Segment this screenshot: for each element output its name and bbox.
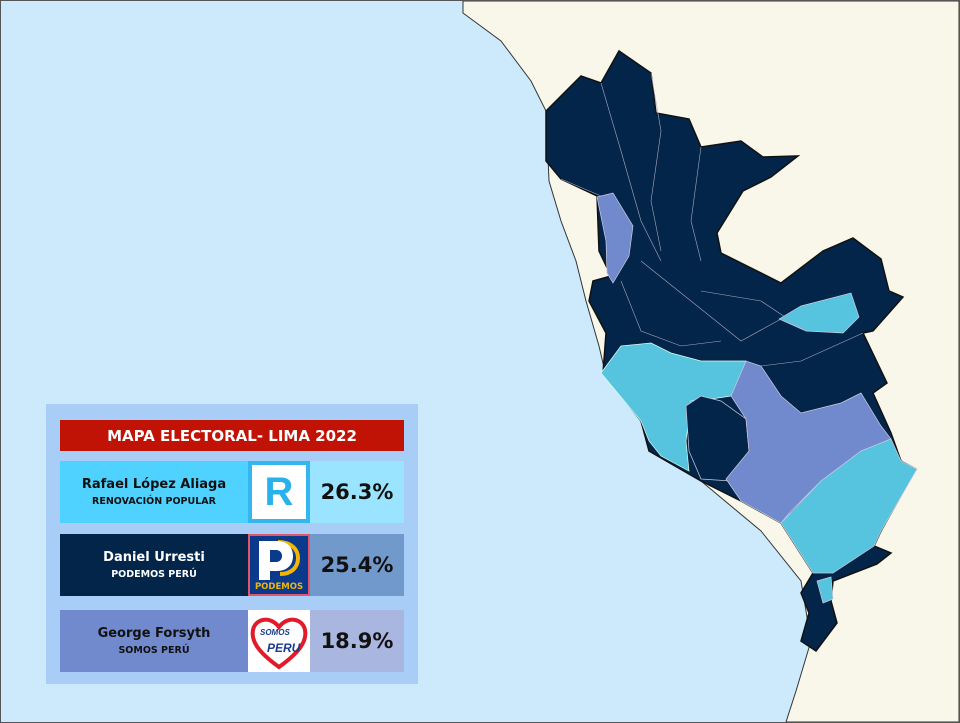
renovacion-popular-logo: R — [248, 461, 310, 523]
svg-text:SOMOS: SOMOS — [260, 628, 290, 637]
somos-peru-logo: SOMOS PERU — [248, 610, 310, 672]
vote-percent: 25.4% — [310, 534, 404, 596]
district-borders — [560, 72, 864, 367]
candidate-row-urresti: Daniel Urresti PODEMOS PERÚ PODEMOS 25.4… — [60, 534, 404, 596]
candidate-row-forsyth: George Forsyth SOMOS PERÚ SOMOS PERU 18.… — [60, 610, 404, 672]
candidate-name: Daniel Urresti — [103, 549, 205, 565]
district-somos-peru-north — [596, 192, 634, 284]
district-renovacion-southeast — [780, 438, 918, 574]
candidate-name: Rafael López Aliaga — [81, 476, 227, 492]
party-name: PODEMOS PERÚ — [111, 568, 197, 580]
district-renovacion-lima — [600, 342, 747, 472]
podemos-p-mark-icon — [259, 540, 301, 580]
legend-panel: MAPA ELECTORAL- LIMA 2022 Rafael López A… — [46, 404, 418, 684]
district-renovacion-coast — [816, 576, 834, 604]
heart-icon: SOMOS PERU — [250, 617, 308, 670]
candidate-name-box: Rafael López Aliaga RENOVACIÓN POPULAR — [60, 461, 248, 523]
podemos-logo: PODEMOS — [248, 534, 310, 596]
candidate-row-lopez-aliaga: Rafael López Aliaga RENOVACIÓN POPULAR R… — [60, 461, 404, 523]
party-name: SOMOS PERÚ — [118, 644, 190, 656]
candidate-name-box: Daniel Urresti PODEMOS PERÚ — [60, 534, 248, 596]
vote-percent: 26.3% — [310, 461, 404, 523]
party-name: RENOVACIÓN POPULAR — [92, 495, 216, 507]
legend-title: MAPA ELECTORAL- LIMA 2022 — [60, 420, 404, 451]
candidate-name-box: George Forsyth SOMOS PERÚ — [60, 610, 248, 672]
svg-text:PERU: PERU — [267, 641, 301, 655]
candidate-name: George Forsyth — [97, 625, 211, 641]
vote-percent: 18.9% — [310, 610, 404, 672]
